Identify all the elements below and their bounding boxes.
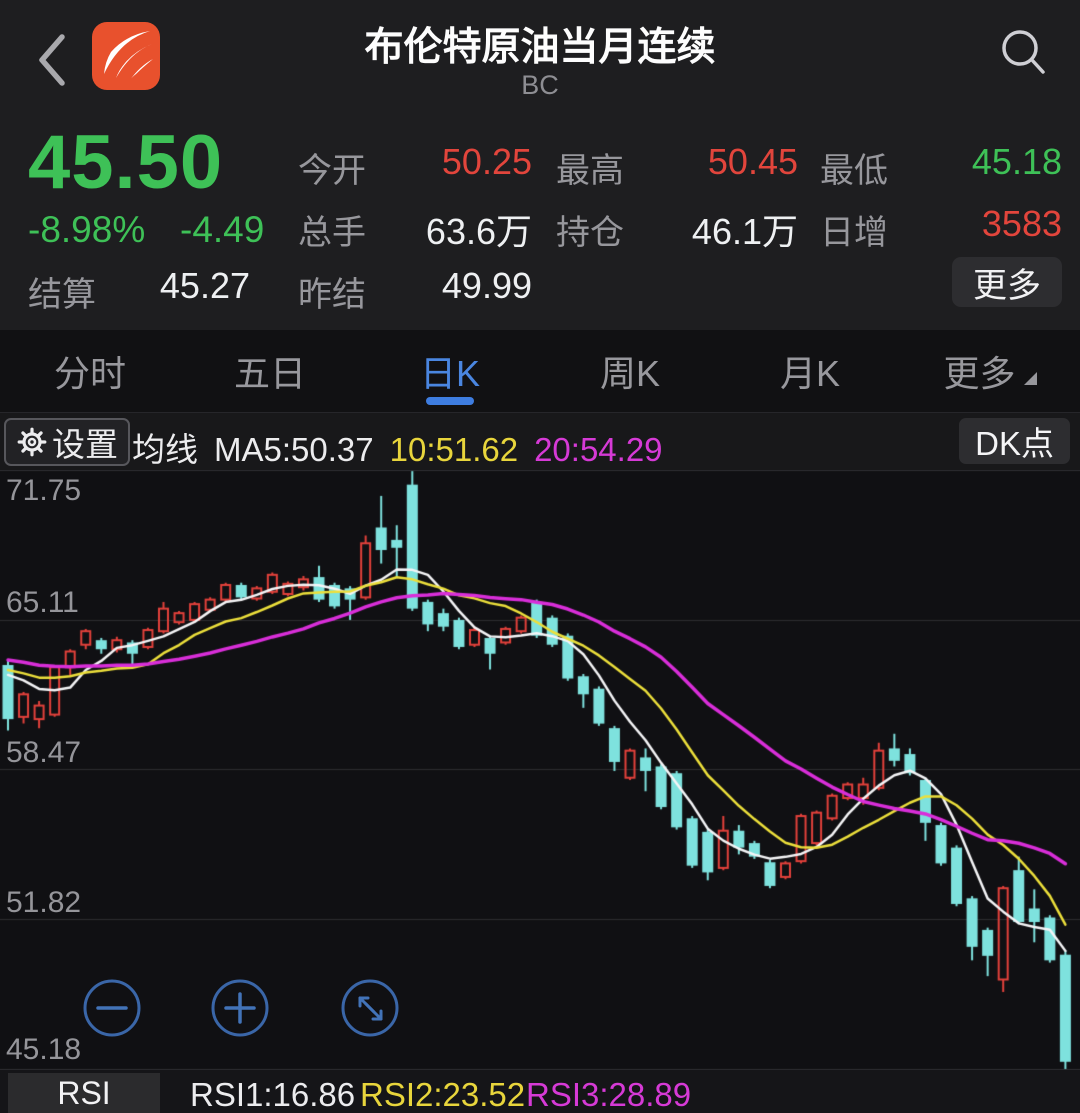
rsi-bar: RSI RSI1:16.86 RSI2:23.52 RSI3:28.89	[0, 1070, 1080, 1113]
zoom-in-button[interactable]	[210, 978, 270, 1038]
settle-label: 结算	[28, 276, 96, 314]
zoom-out-button[interactable]	[82, 978, 142, 1038]
ma-group-label: 均线	[132, 431, 198, 468]
axis-label-4: 51.82	[6, 886, 82, 919]
daily-increase-label: 日增	[820, 214, 888, 252]
open-label: 今开	[298, 152, 366, 190]
low-label: 最低	[820, 152, 888, 190]
open-interest-value: 46.1万	[691, 211, 798, 252]
indicator-bar: 设置 均线 MA5:50.37 10:51.62 20:54.29 DK点	[0, 412, 1080, 471]
kline-chart: 71.75 65.11 58.47 51.82 45.18	[0, 470, 1080, 1070]
rsi-indicator-button[interactable]: RSI	[8, 1073, 160, 1113]
page-title: 布伦特原油当月连续	[364, 26, 716, 69]
ma20-value: 20:54.29	[534, 431, 663, 468]
fullscreen-expand-button[interactable]	[340, 978, 400, 1038]
kline-canvas[interactable]	[0, 470, 1080, 1070]
dk-point-button[interactable]: DK点	[959, 418, 1070, 464]
back-icon[interactable]	[34, 32, 70, 88]
change-absolute: -4.49	[180, 209, 265, 250]
change-percent: -8.98%	[28, 209, 146, 250]
ma5-value: MA5:50.37	[214, 431, 374, 468]
open-value: 50.25	[441, 141, 532, 182]
symbol-code: BC	[521, 70, 559, 100]
settings-label: 设置	[52, 426, 118, 463]
axis-label-1: 71.75	[6, 474, 82, 507]
tab-minute[interactable]: 分时	[53, 353, 126, 394]
tab-weekly-k[interactable]: 周K	[599, 353, 660, 394]
daily-increase-value: 3583	[981, 203, 1062, 244]
tab-monthly-k[interactable]: 月K	[779, 353, 840, 394]
high-value: 50.45	[707, 141, 798, 182]
ma-values: 均线 MA5:50.37 10:51.62 20:54.29	[132, 423, 679, 471]
app-logo	[92, 22, 160, 90]
top-panel: 布伦特原油当月连续 BC 45.50 -8.98% -4.49 结算 45.27…	[0, 0, 1080, 330]
volume-value: 63.6万	[425, 211, 532, 252]
rsi1-value: RSI1:16.86	[190, 1076, 356, 1113]
rsi3-value: RSI3:28.89	[526, 1076, 692, 1113]
ma10-value: 10:51.62	[389, 431, 519, 468]
gear-icon	[17, 427, 47, 457]
high-label: 最高	[556, 152, 624, 190]
open-interest-label: 持仓	[556, 214, 624, 252]
rsi2-value: RSI2:23.52	[360, 1076, 526, 1113]
axis-label-3: 58.47	[6, 736, 82, 769]
more-caret-icon	[1023, 371, 1037, 385]
tab-five-day[interactable]: 五日	[233, 353, 306, 394]
tab-more[interactable]: 更多	[900, 330, 1080, 412]
settings-button[interactable]: 设置	[4, 418, 130, 466]
volume-label: 总手	[298, 214, 366, 252]
search-icon[interactable]	[994, 24, 1054, 84]
period-tabbar: 分时 五日 日K 周K 月K 更多	[0, 330, 1080, 412]
prev-settle-value: 49.99	[441, 265, 532, 306]
last-price: 45.50	[28, 120, 224, 205]
active-tab-underline	[426, 397, 474, 405]
axis-label-5: 45.18	[6, 1033, 82, 1066]
tab-daily-k[interactable]: 日K	[360, 330, 540, 412]
settle-value: 45.27	[159, 265, 250, 306]
more-button[interactable]: 更多	[952, 257, 1062, 307]
prev-settle-label: 昨结	[298, 276, 366, 314]
low-value: 45.18	[971, 141, 1062, 182]
axis-label-2: 65.11	[6, 586, 79, 619]
